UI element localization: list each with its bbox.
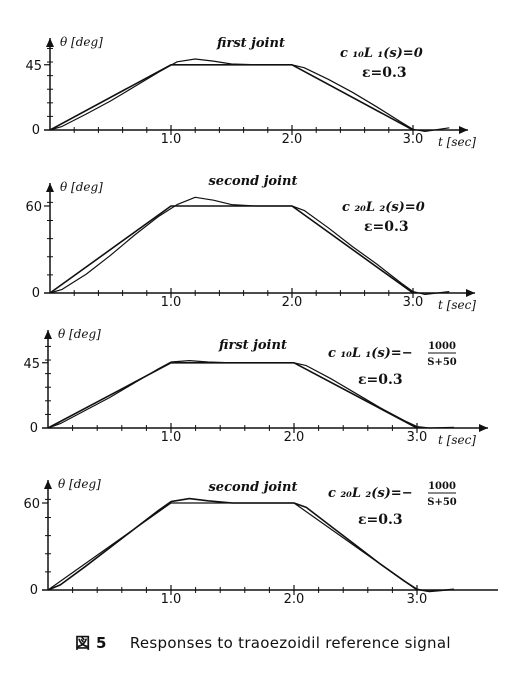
y-axis-label: θ [deg] [58,327,101,341]
y-tick-label: 0 [30,421,38,436]
y-axis-arrow [44,330,52,339]
y-tick-label: 0 [30,583,38,598]
x-tick-label: 1.0 [161,295,182,310]
figure-caption-label: 図 5 [75,634,107,652]
series-line-2 [49,196,450,295]
annotation-formula: c ₂₀L ₂(s)=− [328,486,413,501]
annotation-denominator: S+50 [427,357,457,368]
annotation-formula: c ₁₀L ₁(s)=0 [340,46,423,61]
chart-title: first joint [216,36,285,51]
series-line-1 [49,64,414,131]
y-tick-label: 0 [32,286,40,301]
annotation-epsilon: ε=0.3 [358,512,403,528]
x-tick-label: 1.0 [161,592,182,607]
x-tick-label: 2.0 [282,132,303,147]
y-axis-arrow [44,480,52,489]
y-axis-arrow [46,38,54,47]
y-tick-label: 0 [32,123,40,138]
x-tick-label: 2.0 [282,295,303,310]
y-axis-label: θ [deg] [60,180,103,194]
chart-panel-1: 0 45 1.0 2.0 3.0 θ [deg] t [sec] first joint c ₁… [25,35,476,149]
annotation-epsilon: ε=0.3 [358,372,403,388]
annotation-numerator: 1000 [428,341,456,352]
annotation-formula: c ₂₀L ₂(s)=0 [342,200,425,215]
x-axis-arrow [466,289,475,297]
x-tick-label: 2.0 [284,592,305,607]
y-tick-label: 60 [25,200,42,215]
x-tick-label: 3.0 [403,132,424,147]
series-line-2 [47,502,418,591]
x-axis-label: t [sec] [438,135,476,149]
annotation-denominator: S+50 [427,497,457,508]
figure-caption-text: Responses to traoezoidil reference signa… [129,634,451,652]
chart-title: second joint [208,480,297,495]
x-tick-label: 2.0 [284,430,305,445]
x-tick-label: 3.0 [403,295,424,310]
chart-title: first joint [218,338,287,353]
annotation-epsilon: ε=0.3 [362,65,407,81]
chart-panel-4: 0 60 1.0 2.0 3.0 θ [deg] second joint c ₂₀L ₂(s… [23,477,498,607]
chart-panel-3: 0 45 1.0 2.0 3.0 θ [deg] t [sec] first joint c ₁… [23,327,488,447]
y-axis-label: θ [deg] [58,477,101,491]
x-axis-arrow [459,126,468,134]
x-tick-label: 1.0 [161,132,182,147]
x-axis-arrow [479,424,488,432]
series-line-1 [49,205,414,294]
y-axis-label: θ [deg] [60,35,103,49]
x-tick-label: 1.0 [161,430,182,445]
y-tick-label: 45 [23,357,40,372]
x-tick-label: 3.0 [407,592,428,607]
y-tick-label: 45 [25,59,42,74]
y-tick-label: 60 [23,497,40,512]
chart-title: second joint [208,174,297,189]
x-tick-label: 3.0 [407,430,428,445]
annotation-epsilon: ε=0.3 [364,219,409,235]
x-axis-label: t [sec] [438,433,476,447]
x-axis-label: t [sec] [438,298,476,312]
figure-caption: 図 5 Responses to traoezoidil reference s… [0,632,526,653]
y-axis-arrow [46,183,54,192]
series-line-2 [47,360,454,429]
chart-panel-2: 0 60 1.0 2.0 3.0 θ [deg] t [sec] second joint c … [25,174,476,312]
annotation-formula: c ₁₀L ₁(s)=− [328,346,413,361]
series-line-2 [49,58,450,132]
annotation-numerator: 1000 [428,481,456,492]
